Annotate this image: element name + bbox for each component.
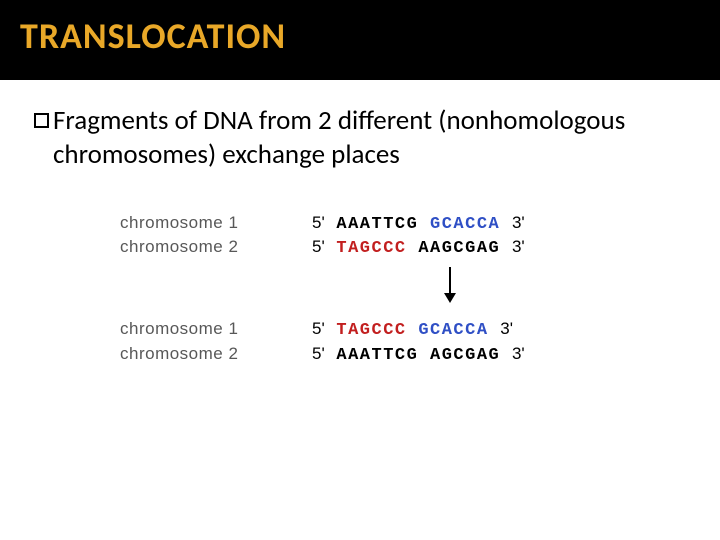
- bullet-item: Fragments of DNA from 2 different (nonho…: [34, 104, 686, 172]
- before-block: chromosome 1 5' AAATTCG GCACCA 3' chromo…: [120, 212, 600, 262]
- arrow-down: [120, 267, 600, 308]
- five-prime: 5': [312, 213, 325, 232]
- before-row-1: chromosome 1 5' AAATTCG GCACCA 3': [120, 212, 600, 237]
- seg-a: TAGCCC: [336, 239, 406, 258]
- after-row-2: chromosome 2 5' AAATTCG AGCGAG 3': [120, 343, 600, 368]
- chrom-label: chromosome 2: [120, 236, 280, 259]
- after-block: chromosome 1 5' TAGCCC GCACCA 3' chromos…: [120, 318, 600, 368]
- five-prime: 5': [312, 319, 325, 338]
- bullet-text: Fragments of DNA from 2 different (nonho…: [53, 104, 686, 172]
- before-row-2: chromosome 2 5' TAGCCC AAGCGAG 3': [120, 236, 600, 261]
- three-prime: 3': [512, 213, 525, 232]
- chrom-label: chromosome 2: [120, 343, 280, 366]
- sequence: 5' AAATTCG AGCGAG 3': [312, 343, 525, 368]
- bullet-square-icon: [34, 113, 49, 128]
- seg-a: TAGCCC: [336, 321, 406, 340]
- chrom-label: chromosome 1: [120, 212, 280, 235]
- chrom-label: chromosome 1: [120, 318, 280, 341]
- translocation-diagram: chromosome 1 5' AAATTCG GCACCA 3' chromo…: [120, 212, 600, 369]
- after-row-1: chromosome 1 5' TAGCCC GCACCA 3': [120, 318, 600, 343]
- three-prime: 3': [500, 319, 513, 338]
- seg-a: AAATTCG: [336, 346, 418, 365]
- five-prime: 5': [312, 344, 325, 363]
- seg-b: GCACCA: [418, 321, 488, 340]
- three-prime: 3': [512, 344, 525, 363]
- title-band: TRANSLOCATION: [0, 0, 720, 80]
- arrow-down-icon: [442, 267, 458, 303]
- five-prime: 5': [312, 237, 325, 256]
- seg-b: GCACCA: [430, 215, 500, 234]
- sequence: 5' AAATTCG GCACCA 3': [312, 212, 525, 237]
- seg-b: AAGCGAG: [418, 239, 500, 258]
- sequence: 5' TAGCCC AAGCGAG 3': [312, 236, 525, 261]
- slide-title: TRANSLOCATION: [20, 14, 700, 58]
- seg-b: AGCGAG: [430, 346, 500, 365]
- three-prime: 3': [512, 237, 525, 256]
- body-area: Fragments of DNA from 2 different (nonho…: [0, 80, 720, 394]
- seg-a: AAATTCG: [336, 215, 418, 234]
- sequence: 5' TAGCCC GCACCA 3': [312, 318, 513, 343]
